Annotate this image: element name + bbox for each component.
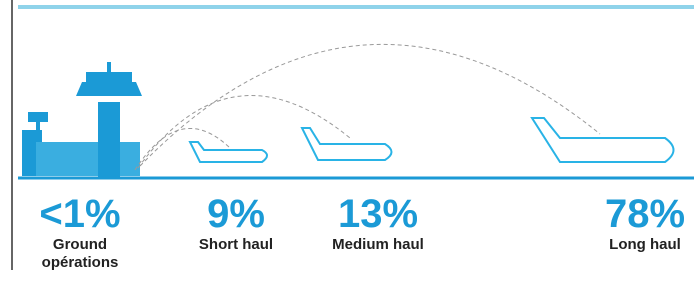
airport (22, 62, 142, 178)
category-label: Ground opérations (30, 236, 130, 272)
infographic: <1%Ground opérations 9%Short haul 13%Mediu… (0, 0, 694, 281)
category-label: Long haul (595, 236, 694, 254)
percentage: 78% (575, 192, 694, 236)
planes (190, 118, 674, 162)
category-label: Medium haul (328, 236, 428, 254)
percentage: <1% (10, 192, 150, 236)
percentage: 13% (308, 192, 448, 236)
percentage: 9% (166, 192, 306, 236)
category-label: Short haul (186, 236, 286, 254)
arcs (135, 44, 600, 170)
